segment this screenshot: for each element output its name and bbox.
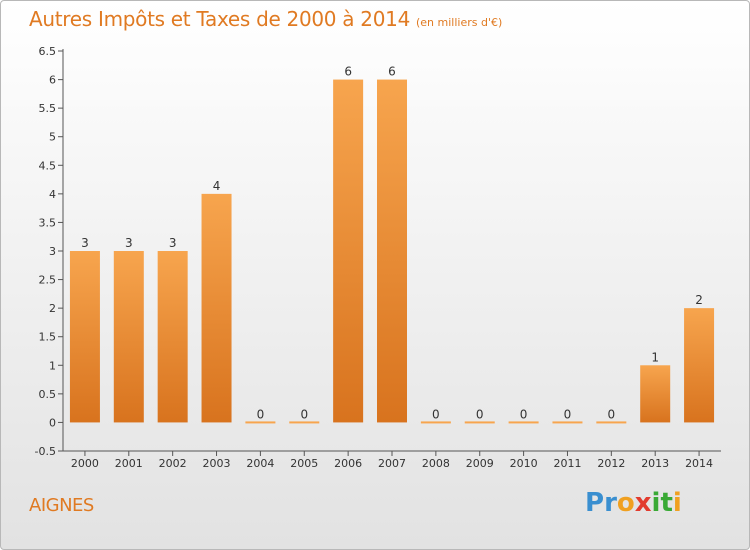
x-tick-label: 2000 [71, 457, 99, 470]
data-label: 3 [169, 236, 177, 250]
logo-letter: t [660, 488, 673, 518]
x-tick-label: 2002 [159, 457, 187, 470]
logo-letter: P [585, 488, 605, 518]
y-tick-label: 1 [49, 359, 56, 372]
data-label: 0 [476, 407, 484, 421]
data-label: 0 [300, 407, 308, 421]
y-tick-label: -0.5 [35, 445, 56, 458]
x-tick-label: 2013 [641, 457, 669, 470]
chart-title: Autres Impôts et Taxes de 2000 à 2014 (en… [29, 7, 502, 31]
x-tick-label: 2001 [115, 457, 143, 470]
y-tick-label: 0.5 [39, 388, 57, 401]
chart-title-text: Autres Impôts et Taxes de 2000 à 2014 [29, 7, 410, 31]
y-tick-label: 6.5 [39, 45, 57, 58]
data-label: 3 [125, 236, 133, 250]
bar [377, 79, 407, 423]
y-tick-label: 0 [49, 416, 56, 429]
data-label: 0 [608, 407, 616, 421]
y-tick-label: 4 [49, 188, 56, 201]
x-tick-label: 2014 [685, 457, 713, 470]
data-label: 6 [388, 65, 396, 79]
bar [201, 193, 232, 423]
x-tick-label: 2006 [334, 457, 362, 470]
y-tick-label: 2.5 [39, 274, 57, 287]
data-label: 0 [564, 407, 572, 421]
bar [684, 308, 715, 423]
bar [464, 421, 495, 424]
data-label: 0 [257, 407, 265, 421]
logo-letter: i [672, 488, 682, 518]
x-tick-label: 2010 [510, 457, 538, 470]
bar [552, 421, 583, 424]
y-tick-label: 2 [49, 302, 56, 315]
bar [508, 421, 539, 424]
y-tick-label: 5 [49, 131, 56, 144]
proxiti-logo: Proxiti [585, 488, 682, 518]
y-tick-label: 4.5 [39, 159, 57, 172]
bar [420, 421, 451, 424]
x-tick-label: 2012 [597, 457, 625, 470]
chart-unit: (en milliers d'€) [416, 16, 503, 29]
data-label: 2 [695, 293, 703, 307]
x-tick-label: 2005 [290, 457, 318, 470]
bar [69, 251, 100, 423]
logo-letter: o [616, 488, 635, 518]
x-tick-label: 2004 [246, 457, 274, 470]
x-tick-label: 2007 [378, 457, 406, 470]
x-tick-label: 2009 [466, 457, 494, 470]
x-tick-label: 2011 [553, 457, 581, 470]
y-tick-label: 3 [49, 245, 56, 258]
logo-letter: r [604, 488, 617, 518]
y-tick-label: 5.5 [39, 102, 57, 115]
data-label: 0 [520, 407, 528, 421]
bar [333, 79, 364, 423]
bar [113, 251, 144, 423]
bar [245, 421, 276, 424]
bar [157, 251, 188, 423]
place-name: AIGNES [29, 495, 94, 516]
data-label: 4 [213, 179, 221, 193]
data-label: 1 [651, 350, 659, 364]
bar [289, 421, 320, 424]
data-label: 6 [344, 65, 352, 79]
data-label: 3 [81, 236, 89, 250]
y-tick-label: 1.5 [39, 331, 57, 344]
logo-letter: x [634, 488, 652, 518]
bar [596, 421, 627, 424]
y-tick-label: 3.5 [39, 216, 57, 229]
logo-letter: i [651, 488, 661, 518]
data-label: 0 [432, 407, 440, 421]
y-tick-label: 6 [49, 74, 56, 87]
x-tick-label: 2003 [203, 457, 231, 470]
bar [640, 365, 671, 423]
x-tick-label: 2008 [422, 457, 450, 470]
